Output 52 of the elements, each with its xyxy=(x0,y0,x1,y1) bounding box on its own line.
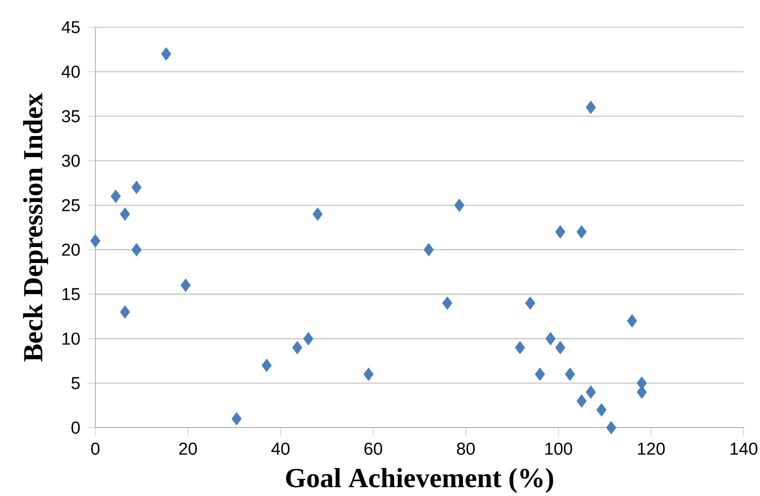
y-tick-label: 20 xyxy=(62,244,80,256)
point xyxy=(534,368,545,381)
x-axis-title: Goal Achievement (%) xyxy=(286,468,554,494)
y-tick-label: 0 xyxy=(71,422,80,434)
point xyxy=(454,198,464,212)
point xyxy=(576,394,587,408)
point xyxy=(596,403,606,416)
point xyxy=(636,386,647,399)
point xyxy=(120,306,130,319)
y-axis-title: Beck Depression Index xyxy=(23,93,48,362)
point xyxy=(555,226,566,239)
point xyxy=(515,341,525,354)
point xyxy=(161,48,172,61)
point xyxy=(546,332,556,346)
point xyxy=(627,314,638,328)
point xyxy=(292,341,302,354)
point xyxy=(90,234,100,248)
x-tick-label: 20 xyxy=(179,442,197,455)
y-tick-label: 5 xyxy=(72,377,80,390)
x-tick-label: 100 xyxy=(545,442,572,455)
point xyxy=(110,190,121,203)
point xyxy=(586,386,596,399)
x-tick-label: 80 xyxy=(456,442,475,455)
y-tick-label: 35 xyxy=(62,110,80,122)
point xyxy=(120,208,130,221)
point xyxy=(364,368,374,381)
x-tick-label: 120 xyxy=(638,442,665,455)
point xyxy=(606,421,616,434)
x-tick-label: 0 xyxy=(91,442,100,455)
point xyxy=(555,341,566,354)
y-tick-label: 30 xyxy=(62,154,80,167)
point xyxy=(312,208,323,221)
x-tick-label: 60 xyxy=(364,442,382,455)
point xyxy=(586,100,596,114)
y-tick-label: 40 xyxy=(62,66,80,78)
point xyxy=(576,226,587,239)
point xyxy=(132,243,142,256)
point xyxy=(525,296,536,310)
point xyxy=(262,358,272,372)
y-tick-label: 10 xyxy=(62,332,80,345)
point xyxy=(424,243,434,256)
x-tick-label: 40 xyxy=(271,442,290,455)
point xyxy=(132,181,142,194)
point xyxy=(303,332,314,346)
point xyxy=(565,368,575,381)
point xyxy=(442,296,452,310)
x-tick-label: 140 xyxy=(730,442,758,455)
point xyxy=(180,278,191,292)
y-tick-label: 15 xyxy=(62,288,80,300)
y-tick-label: 45 xyxy=(62,21,80,34)
y-tick-label: 25 xyxy=(62,199,80,212)
point xyxy=(232,412,242,426)
